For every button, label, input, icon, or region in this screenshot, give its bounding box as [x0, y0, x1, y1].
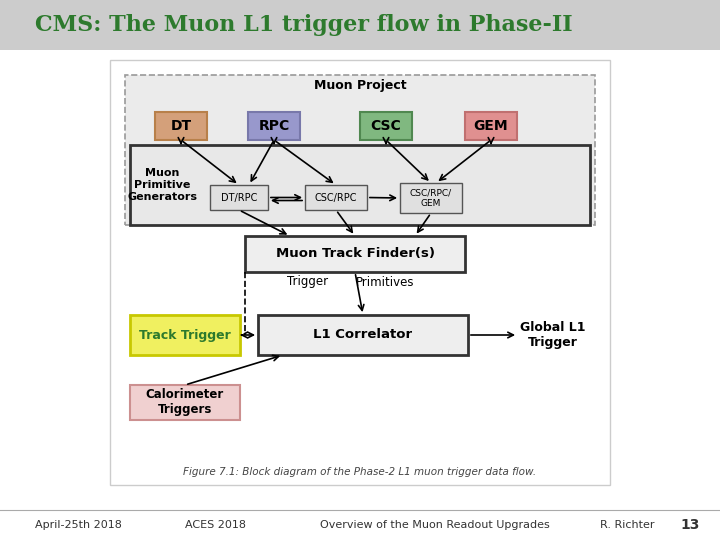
- Bar: [0, 50, 720, 510]
- Text: R. Richter: R. Richter: [600, 520, 654, 530]
- Bar: [130, 145, 590, 225]
- Text: ACES 2018: ACES 2018: [185, 520, 246, 530]
- Bar: [210, 185, 268, 210]
- Text: CSC/RPC/
GEM: CSC/RPC/ GEM: [410, 188, 452, 208]
- Text: DT: DT: [171, 119, 192, 133]
- Text: 13: 13: [680, 518, 700, 532]
- Bar: [248, 112, 300, 140]
- Text: Global L1
Trigger: Global L1 Trigger: [520, 321, 585, 349]
- Bar: [130, 385, 240, 420]
- Bar: [130, 315, 240, 355]
- Text: CSC/RPC: CSC/RPC: [315, 192, 357, 202]
- Text: Muon
Primitive
Generators: Muon Primitive Generators: [127, 168, 197, 201]
- Bar: [155, 112, 207, 140]
- Bar: [110, 60, 610, 485]
- Text: CMS: The Muon L1 trigger flow in Phase-II: CMS: The Muon L1 trigger flow in Phase-I…: [35, 14, 572, 36]
- Text: Muon Project: Muon Project: [314, 79, 406, 92]
- Text: L1 Correlator: L1 Correlator: [313, 328, 413, 341]
- Text: Primitives: Primitives: [356, 275, 414, 288]
- Text: RPC: RPC: [258, 119, 289, 133]
- Text: Overview of the Muon Readout Upgrades: Overview of the Muon Readout Upgrades: [320, 520, 550, 530]
- Text: Track Trigger: Track Trigger: [139, 328, 231, 341]
- Text: GEM: GEM: [474, 119, 508, 133]
- Text: CSC: CSC: [371, 119, 401, 133]
- Text: Muon Track Finder(s): Muon Track Finder(s): [276, 247, 434, 260]
- Text: Calorimeter
Triggers: Calorimeter Triggers: [146, 388, 224, 416]
- Bar: [125, 75, 595, 225]
- Bar: [360, 112, 412, 140]
- Bar: [0, 0, 720, 50]
- Text: Trigger: Trigger: [287, 275, 328, 288]
- Text: Figure 7.1: Block diagram of the Phase-2 L1 muon trigger data flow.: Figure 7.1: Block diagram of the Phase-2…: [184, 467, 536, 477]
- Bar: [400, 183, 462, 213]
- Text: DT/RPC: DT/RPC: [221, 192, 257, 202]
- Bar: [465, 112, 517, 140]
- Bar: [258, 315, 468, 355]
- Text: April-25th 2018: April-25th 2018: [35, 520, 122, 530]
- Bar: [245, 236, 465, 272]
- Bar: [305, 185, 367, 210]
